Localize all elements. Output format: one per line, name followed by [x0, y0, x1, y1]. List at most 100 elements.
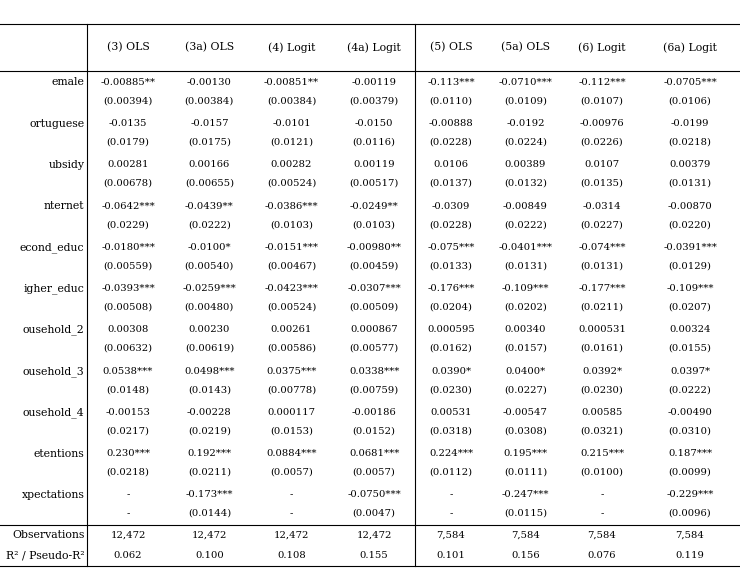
Text: 0.224***: 0.224*** [429, 449, 473, 458]
Text: (0.0153): (0.0153) [270, 426, 313, 435]
Text: -: - [127, 509, 130, 518]
Text: (0.0109): (0.0109) [504, 96, 547, 105]
Text: -0.00870: -0.00870 [667, 202, 713, 211]
Text: 0.000595: 0.000595 [427, 325, 475, 335]
Text: (0.0321): (0.0321) [580, 426, 624, 435]
Text: (0.0110): (0.0110) [429, 96, 473, 105]
Text: (0.0161): (0.0161) [580, 344, 624, 353]
Text: 0.0400*: 0.0400* [505, 367, 545, 376]
Text: 0.00308: 0.00308 [107, 325, 149, 335]
Text: ubsidy: ubsidy [48, 160, 84, 170]
Text: -0.00849: -0.00849 [503, 202, 548, 211]
Text: (0.0155): (0.0155) [668, 344, 712, 353]
Text: 12,472: 12,472 [192, 531, 227, 540]
Text: (0.0103): (0.0103) [270, 220, 313, 229]
Text: 0.0498***: 0.0498*** [184, 367, 235, 376]
Text: (0.0112): (0.0112) [429, 468, 473, 477]
Text: 0.076: 0.076 [588, 551, 616, 560]
Text: 7,584: 7,584 [676, 531, 704, 540]
Text: 0.00119: 0.00119 [353, 160, 395, 170]
Text: (0.00655): (0.00655) [185, 179, 234, 188]
Text: 0.0538***: 0.0538*** [103, 367, 153, 376]
Text: (0.0229): (0.0229) [107, 220, 149, 229]
Text: 0.192***: 0.192*** [187, 449, 232, 458]
Text: (0.00480): (0.00480) [185, 303, 234, 312]
Text: (0.0228): (0.0228) [430, 220, 472, 229]
Text: -0.0199: -0.0199 [670, 119, 710, 128]
Text: -0.229***: -0.229*** [666, 490, 714, 500]
Text: -0.00228: -0.00228 [187, 408, 232, 417]
Text: (0.0137): (0.0137) [429, 179, 473, 188]
Text: -0.247***: -0.247*** [502, 490, 549, 500]
Text: (0.00467): (0.00467) [267, 261, 316, 270]
Text: (0.0310): (0.0310) [668, 426, 712, 435]
Text: (4a) Logit: (4a) Logit [347, 42, 401, 53]
Text: -: - [600, 509, 604, 518]
Text: -0.00130: -0.00130 [187, 78, 232, 87]
Text: (4) Logit: (4) Logit [268, 42, 315, 53]
Text: 0.00230: 0.00230 [189, 325, 230, 335]
Text: (0.00778): (0.00778) [267, 385, 316, 394]
Text: Observations: Observations [12, 530, 84, 540]
Text: (0.0318): (0.0318) [429, 426, 473, 435]
Text: -0.109***: -0.109*** [502, 284, 549, 293]
Text: (5a) OLS: (5a) OLS [501, 42, 550, 53]
Text: 0.101: 0.101 [437, 551, 465, 560]
Text: -0.00888: -0.00888 [428, 119, 474, 128]
Text: 7,584: 7,584 [437, 531, 465, 540]
Text: (0.0175): (0.0175) [188, 138, 231, 147]
Text: -0.0393***: -0.0393*** [101, 284, 155, 293]
Text: 0.230***: 0.230*** [106, 449, 150, 458]
Text: 0.00282: 0.00282 [271, 160, 312, 170]
Text: 0.00261: 0.00261 [271, 325, 312, 335]
Text: (0.0131): (0.0131) [504, 261, 547, 270]
Text: 0.00531: 0.00531 [430, 408, 472, 417]
Text: (0.0116): (0.0116) [352, 138, 396, 147]
Text: -0.00976: -0.00976 [579, 119, 625, 128]
Text: (0.0107): (0.0107) [580, 96, 624, 105]
Text: -0.177***: -0.177*** [578, 284, 626, 293]
Text: (0.00459): (0.00459) [349, 261, 399, 270]
Text: 0.00281: 0.00281 [107, 160, 149, 170]
Text: (0.0133): (0.0133) [429, 261, 473, 270]
Text: econd_educ: econd_educ [20, 242, 84, 253]
Text: 12,472: 12,472 [110, 531, 146, 540]
Text: -0.0391***: -0.0391*** [663, 243, 717, 252]
Text: (0.0057): (0.0057) [270, 468, 313, 477]
Text: nternet: nternet [44, 201, 84, 211]
Text: 12,472: 12,472 [357, 531, 391, 540]
Text: (0.00586): (0.00586) [267, 344, 316, 353]
Text: 0.062: 0.062 [114, 551, 142, 560]
Text: (0.0131): (0.0131) [580, 261, 624, 270]
Text: 0.000867: 0.000867 [350, 325, 398, 335]
Text: (0.0103): (0.0103) [352, 220, 396, 229]
Text: -0.00980**: -0.00980** [346, 243, 402, 252]
Text: 12,472: 12,472 [274, 531, 309, 540]
Text: -0.0750***: -0.0750*** [347, 490, 401, 500]
Text: 0.00585: 0.00585 [582, 408, 622, 417]
Text: -0.00186: -0.00186 [352, 408, 397, 417]
Text: 0.0884***: 0.0884*** [266, 449, 317, 458]
Text: 0.000117: 0.000117 [268, 408, 315, 417]
Text: 0.0107: 0.0107 [585, 160, 619, 170]
Text: R² / Pseudo-R²: R² / Pseudo-R² [6, 551, 84, 561]
Text: (0.0211): (0.0211) [188, 468, 231, 477]
Text: -: - [290, 509, 293, 518]
Text: (0.0226): (0.0226) [581, 138, 623, 147]
Text: (0.0222): (0.0222) [669, 385, 711, 394]
Text: (3a) OLS: (3a) OLS [185, 42, 234, 53]
Text: (0.0202): (0.0202) [504, 303, 547, 312]
Text: (0.0157): (0.0157) [504, 344, 547, 353]
Text: -0.00490: -0.00490 [667, 408, 713, 417]
Text: -0.0314: -0.0314 [582, 202, 622, 211]
Text: 0.0392*: 0.0392* [582, 367, 622, 376]
Text: 0.00379: 0.00379 [670, 160, 710, 170]
Text: 0.100: 0.100 [195, 551, 223, 560]
Text: (0.00632): (0.00632) [104, 344, 152, 353]
Text: -0.0423***: -0.0423*** [265, 284, 318, 293]
Text: -0.0642***: -0.0642*** [101, 202, 155, 211]
Text: igher_educ: igher_educ [24, 283, 84, 294]
Text: -0.0401***: -0.0401*** [499, 243, 552, 252]
Text: -0.00153: -0.00153 [106, 408, 150, 417]
Text: 0.187***: 0.187*** [668, 449, 712, 458]
